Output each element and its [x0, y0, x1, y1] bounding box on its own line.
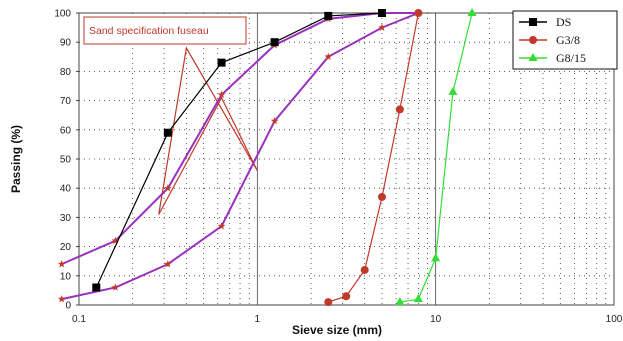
- data-point: [529, 36, 537, 44]
- data-point: [164, 260, 172, 268]
- x-tick-label: 10: [430, 314, 442, 325]
- fuseau-bound-line: [61, 12, 419, 301]
- data-point: [92, 283, 101, 292]
- series-ds: [92, 9, 386, 292]
- data-point: [163, 128, 172, 137]
- legend-label: G8/15: [556, 51, 586, 65]
- tick-labels: 0 10 20 30 40 50 60 70 80 90 100 0.1 1 10 100: [54, 9, 622, 326]
- data-point: [111, 236, 120, 244]
- y-tick-label: 90: [60, 38, 72, 49]
- data-point: [377, 9, 386, 17]
- x-tick-label: 1: [255, 314, 261, 325]
- data-point: [414, 9, 423, 17]
- data-point: [413, 294, 423, 303]
- x-tick-label: 100: [606, 314, 623, 325]
- series-g3-8: [324, 9, 423, 307]
- x-tick-label: 0.1: [72, 314, 86, 325]
- data-point: [395, 105, 404, 114]
- data-point: [360, 265, 369, 274]
- y-tick-label: 30: [60, 213, 72, 224]
- data-point: [111, 283, 120, 291]
- legend: DS G3/8 G8/15: [512, 10, 618, 70]
- data-point: [57, 260, 66, 268]
- data-point: [395, 297, 405, 306]
- y-tick-label: 0: [65, 301, 71, 312]
- data-point: [529, 18, 537, 26]
- data-point: [270, 117, 279, 125]
- data-point: [324, 52, 333, 61]
- series-line: [95, 12, 383, 288]
- data-point: [342, 292, 351, 301]
- data-point: [164, 184, 172, 192]
- y-tick-label: 20: [60, 242, 72, 253]
- data-point: [324, 11, 333, 20]
- series-group: [92, 8, 477, 307]
- y-tick-label: 60: [60, 125, 72, 136]
- data-point: [528, 53, 538, 61]
- data-point: [431, 253, 441, 262]
- data-point: [57, 295, 66, 303]
- legend-label: G3/8: [556, 33, 580, 47]
- data-point: [217, 222, 226, 230]
- legend-label: DS: [556, 15, 571, 29]
- legend-item: G8/15: [519, 51, 586, 65]
- y-tick-label: 100: [54, 9, 71, 20]
- fuseau-bound: [57, 9, 423, 303]
- x-axis-title: Sieve size (mm): [292, 323, 382, 337]
- data-point: [377, 192, 386, 201]
- series-line: [328, 12, 419, 303]
- legend-item: G3/8: [519, 33, 580, 47]
- y-tick-label: 70: [60, 96, 72, 107]
- data-point: [270, 38, 279, 47]
- data-point: [448, 86, 458, 95]
- data-point: [378, 23, 386, 31]
- y-axis-title: Passing (%): [9, 125, 23, 193]
- series-g8-15: [395, 8, 477, 306]
- y-tick-label: 40: [60, 184, 72, 195]
- annotation-label: Sand specification fuseau: [89, 25, 209, 37]
- y-tick-label: 80: [60, 67, 72, 78]
- data-point: [217, 90, 226, 98]
- y-tick-label: 10: [60, 271, 72, 282]
- data-point: [324, 298, 333, 307]
- fuseau-zigzag-line: [158, 46, 258, 215]
- y-tick-label: 50: [60, 155, 72, 166]
- data-point: [467, 8, 477, 16]
- data-point: [217, 58, 226, 67]
- legend-item: DS: [519, 15, 571, 29]
- annotation-box: Sand specification fuseau: [83, 16, 247, 45]
